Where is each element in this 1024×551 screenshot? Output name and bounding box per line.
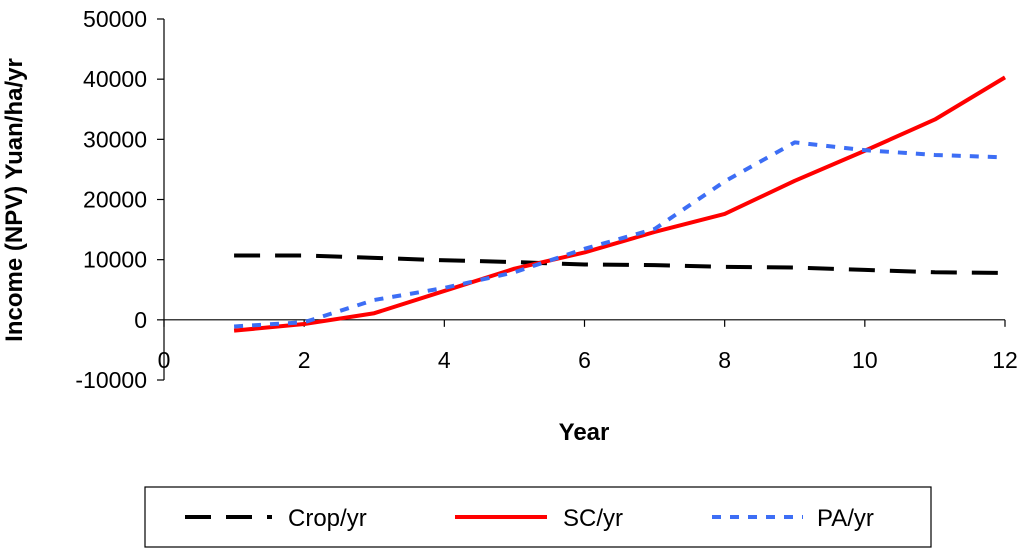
x-tick-label: 6	[578, 347, 591, 373]
y-tick-label: 0	[134, 307, 147, 333]
legend-label-crop-yr: Crop/yr	[288, 505, 367, 532]
legend-label-sc-yr: SC/yr	[563, 505, 623, 532]
y-tick-label: 20000	[83, 187, 147, 213]
y-tick-label: -10000	[75, 367, 147, 393]
x-tick-label: 0	[158, 347, 171, 373]
x-tick-label: 2	[298, 347, 311, 373]
x-tick-label: 8	[718, 347, 731, 373]
x-tick-label: 10	[852, 347, 878, 373]
y-tick-label: 50000	[83, 6, 147, 32]
x-tick-label: 12	[992, 347, 1018, 373]
series-line-crop-yr	[234, 253, 1006, 275]
series-line-sc-yr	[233, 75, 1007, 333]
x-tick-label: 4	[438, 347, 451, 373]
x-axis-title: Year	[559, 419, 610, 446]
series-line-pa-yr	[233, 140, 1006, 329]
y-tick-label: 30000	[83, 126, 147, 152]
y-tick-label: 40000	[83, 66, 147, 92]
y-tick-label: 10000	[83, 247, 147, 273]
legend-label-pa-yr: PA/yr	[817, 505, 874, 532]
y-axis-title: Income (NPV) Yuan/ha/yr	[1, 58, 28, 342]
